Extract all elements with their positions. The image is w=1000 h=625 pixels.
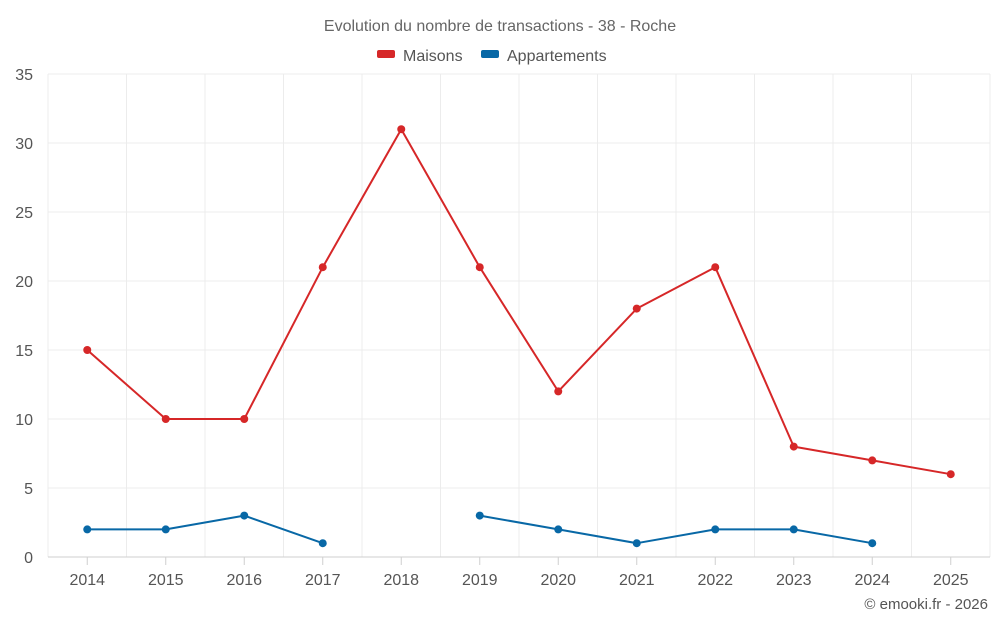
data-point-appartements[interactable]: [711, 525, 720, 534]
legend-item-appartements[interactable]: Appartements: [481, 48, 607, 65]
data-point-appartements[interactable]: [240, 511, 249, 520]
gridlines: [47, 73, 991, 557]
credit-text: © emooki.fr - 2026: [864, 596, 988, 613]
x-tick-label: 2021: [619, 572, 655, 589]
data-point-maisons[interactable]: [789, 442, 798, 451]
legend[interactable]: Maisons Appartements: [377, 48, 607, 65]
chart-title: Evolution du nombre de transactions - 38…: [324, 18, 676, 35]
data-point-appartements[interactable]: [632, 539, 641, 548]
data-point-maisons[interactable]: [83, 346, 92, 354]
data-point-maisons[interactable]: [161, 415, 170, 423]
data-point-appartements[interactable]: [475, 511, 484, 520]
y-tick-label: 35: [15, 67, 33, 84]
series-line-appartements: [479, 514, 873, 545]
data-point-maisons[interactable]: [475, 263, 484, 272]
legend-swatch-maisons: [377, 50, 395, 58]
data-point-maisons[interactable]: [240, 415, 249, 423]
data-point-appartements[interactable]: [161, 525, 170, 534]
y-tick-label: 25: [15, 205, 33, 222]
x-tick-label: 2023: [776, 572, 812, 589]
data-point-maisons[interactable]: [397, 125, 406, 134]
data-point-maisons[interactable]: [711, 263, 720, 272]
x-tick-label: 2018: [383, 572, 419, 589]
data-point-appartements[interactable]: [868, 539, 877, 548]
series-line-appartements: [87, 514, 324, 545]
data-point-maisons[interactable]: [946, 470, 955, 479]
data-point-appartements[interactable]: [554, 525, 563, 534]
x-tick-label: 2022: [697, 572, 733, 589]
data-point-maisons[interactable]: [318, 263, 327, 272]
data-point-appartements[interactable]: [789, 525, 798, 534]
x-tick-label: 2016: [226, 572, 262, 589]
series-maisons: [83, 125, 955, 479]
legend-swatch-appartements: [481, 50, 499, 58]
data-point-maisons[interactable]: [554, 387, 563, 396]
y-tick-label: 30: [15, 136, 33, 153]
data-point-maisons[interactable]: [632, 304, 641, 313]
legend-item-maisons[interactable]: Maisons: [377, 48, 463, 65]
data-point-maisons[interactable]: [868, 456, 877, 465]
legend-label-maisons: Maisons: [403, 48, 463, 65]
series-appartements: [83, 511, 877, 548]
series: [83, 125, 955, 548]
y-tick-label: 20: [15, 274, 33, 291]
data-point-appartements[interactable]: [318, 539, 327, 548]
y-tick-label: 10: [15, 412, 33, 429]
y-tick-label: 5: [24, 481, 33, 498]
x-tick-label: 2014: [69, 572, 105, 589]
y-tick-label: 0: [24, 550, 33, 567]
legend-label-appartements: Appartements: [507, 48, 607, 65]
series-line-maisons: [86, 128, 951, 476]
x-tick-label: 2019: [462, 572, 498, 589]
x-tick-label: 2017: [305, 572, 341, 589]
x-tick-label: 2015: [148, 572, 184, 589]
y-tick-label: 15: [15, 343, 33, 360]
x-tick-label: 2024: [854, 572, 890, 589]
data-point-appartements[interactable]: [83, 525, 92, 534]
x-tick-label: 2020: [540, 572, 576, 589]
x-tick-label: 2025: [933, 572, 969, 589]
